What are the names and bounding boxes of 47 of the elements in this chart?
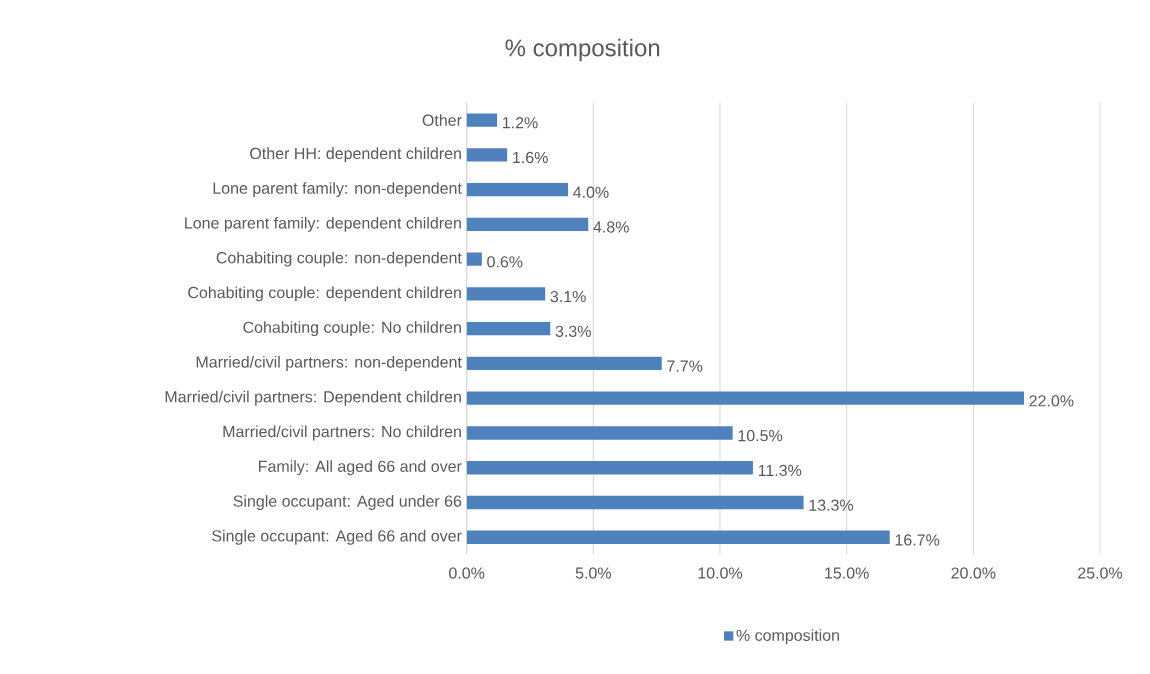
y-tick-label: Married/civil partners: non-dependent xyxy=(196,355,462,371)
y-tick-label: Married/civil partners: No children xyxy=(223,425,461,441)
bar xyxy=(466,148,508,162)
y-tick-label: Married/civil partners: Dependent children xyxy=(165,390,461,406)
data-label: 3.3% xyxy=(555,325,591,337)
data-label: 11.3% xyxy=(758,464,802,477)
data-label: 1.6% xyxy=(513,151,548,164)
y-tick-label: Single occupant: Aged under 66 xyxy=(233,495,462,510)
y-tick-label: Lone parent family: non-dependent xyxy=(213,182,462,198)
data-label: 4.0% xyxy=(573,186,609,198)
bar xyxy=(466,391,1024,405)
bar xyxy=(466,495,804,510)
y-tick-label: Other HH: dependent children xyxy=(250,147,461,163)
data-label: 4.8% xyxy=(593,221,629,233)
x-tick-label: 25.0% xyxy=(1078,567,1123,579)
data-label: 16.7% xyxy=(895,534,940,546)
chart-title: % composition xyxy=(505,38,660,62)
y-tick-label: Lone parent family: dependent children xyxy=(185,216,461,232)
data-label: 10.5% xyxy=(738,429,783,442)
data-label: 1.2% xyxy=(502,117,538,129)
y-tick-label: Family: All aged 66 and over xyxy=(259,460,462,476)
x-tick-label: 20.0% xyxy=(951,567,996,579)
bar xyxy=(466,426,733,440)
x-tick-label: 10.0% xyxy=(698,567,743,579)
y-tick-label: Cohabiting couple: non-dependent xyxy=(216,251,462,267)
x-tick-label: 5.0% xyxy=(575,567,611,579)
bar xyxy=(466,113,498,127)
bar xyxy=(466,217,589,232)
bar xyxy=(466,287,546,301)
bar xyxy=(466,530,890,544)
bar xyxy=(466,321,551,336)
legend-label: % composition xyxy=(736,629,839,645)
bar xyxy=(466,356,662,371)
bar xyxy=(466,252,482,266)
data-label: 13.3% xyxy=(809,499,854,511)
y-tick-label: Cohabiting couple: dependent children xyxy=(188,286,461,302)
x-tick-label: 15.0% xyxy=(825,567,869,579)
y-tick-label: Other xyxy=(422,114,462,126)
y-tick-label: Cohabiting couple: No children xyxy=(243,321,461,337)
bar xyxy=(466,182,568,197)
data-label: 7.7% xyxy=(667,360,703,372)
data-label: 3.1% xyxy=(550,290,586,303)
data-label: 22.0% xyxy=(1029,395,1074,407)
y-tick-label: Single occupant: Aged 66 and over xyxy=(212,529,462,545)
data-label: 0.6% xyxy=(487,256,523,268)
bar xyxy=(466,461,753,475)
x-tick-label: 0.0% xyxy=(449,567,485,579)
